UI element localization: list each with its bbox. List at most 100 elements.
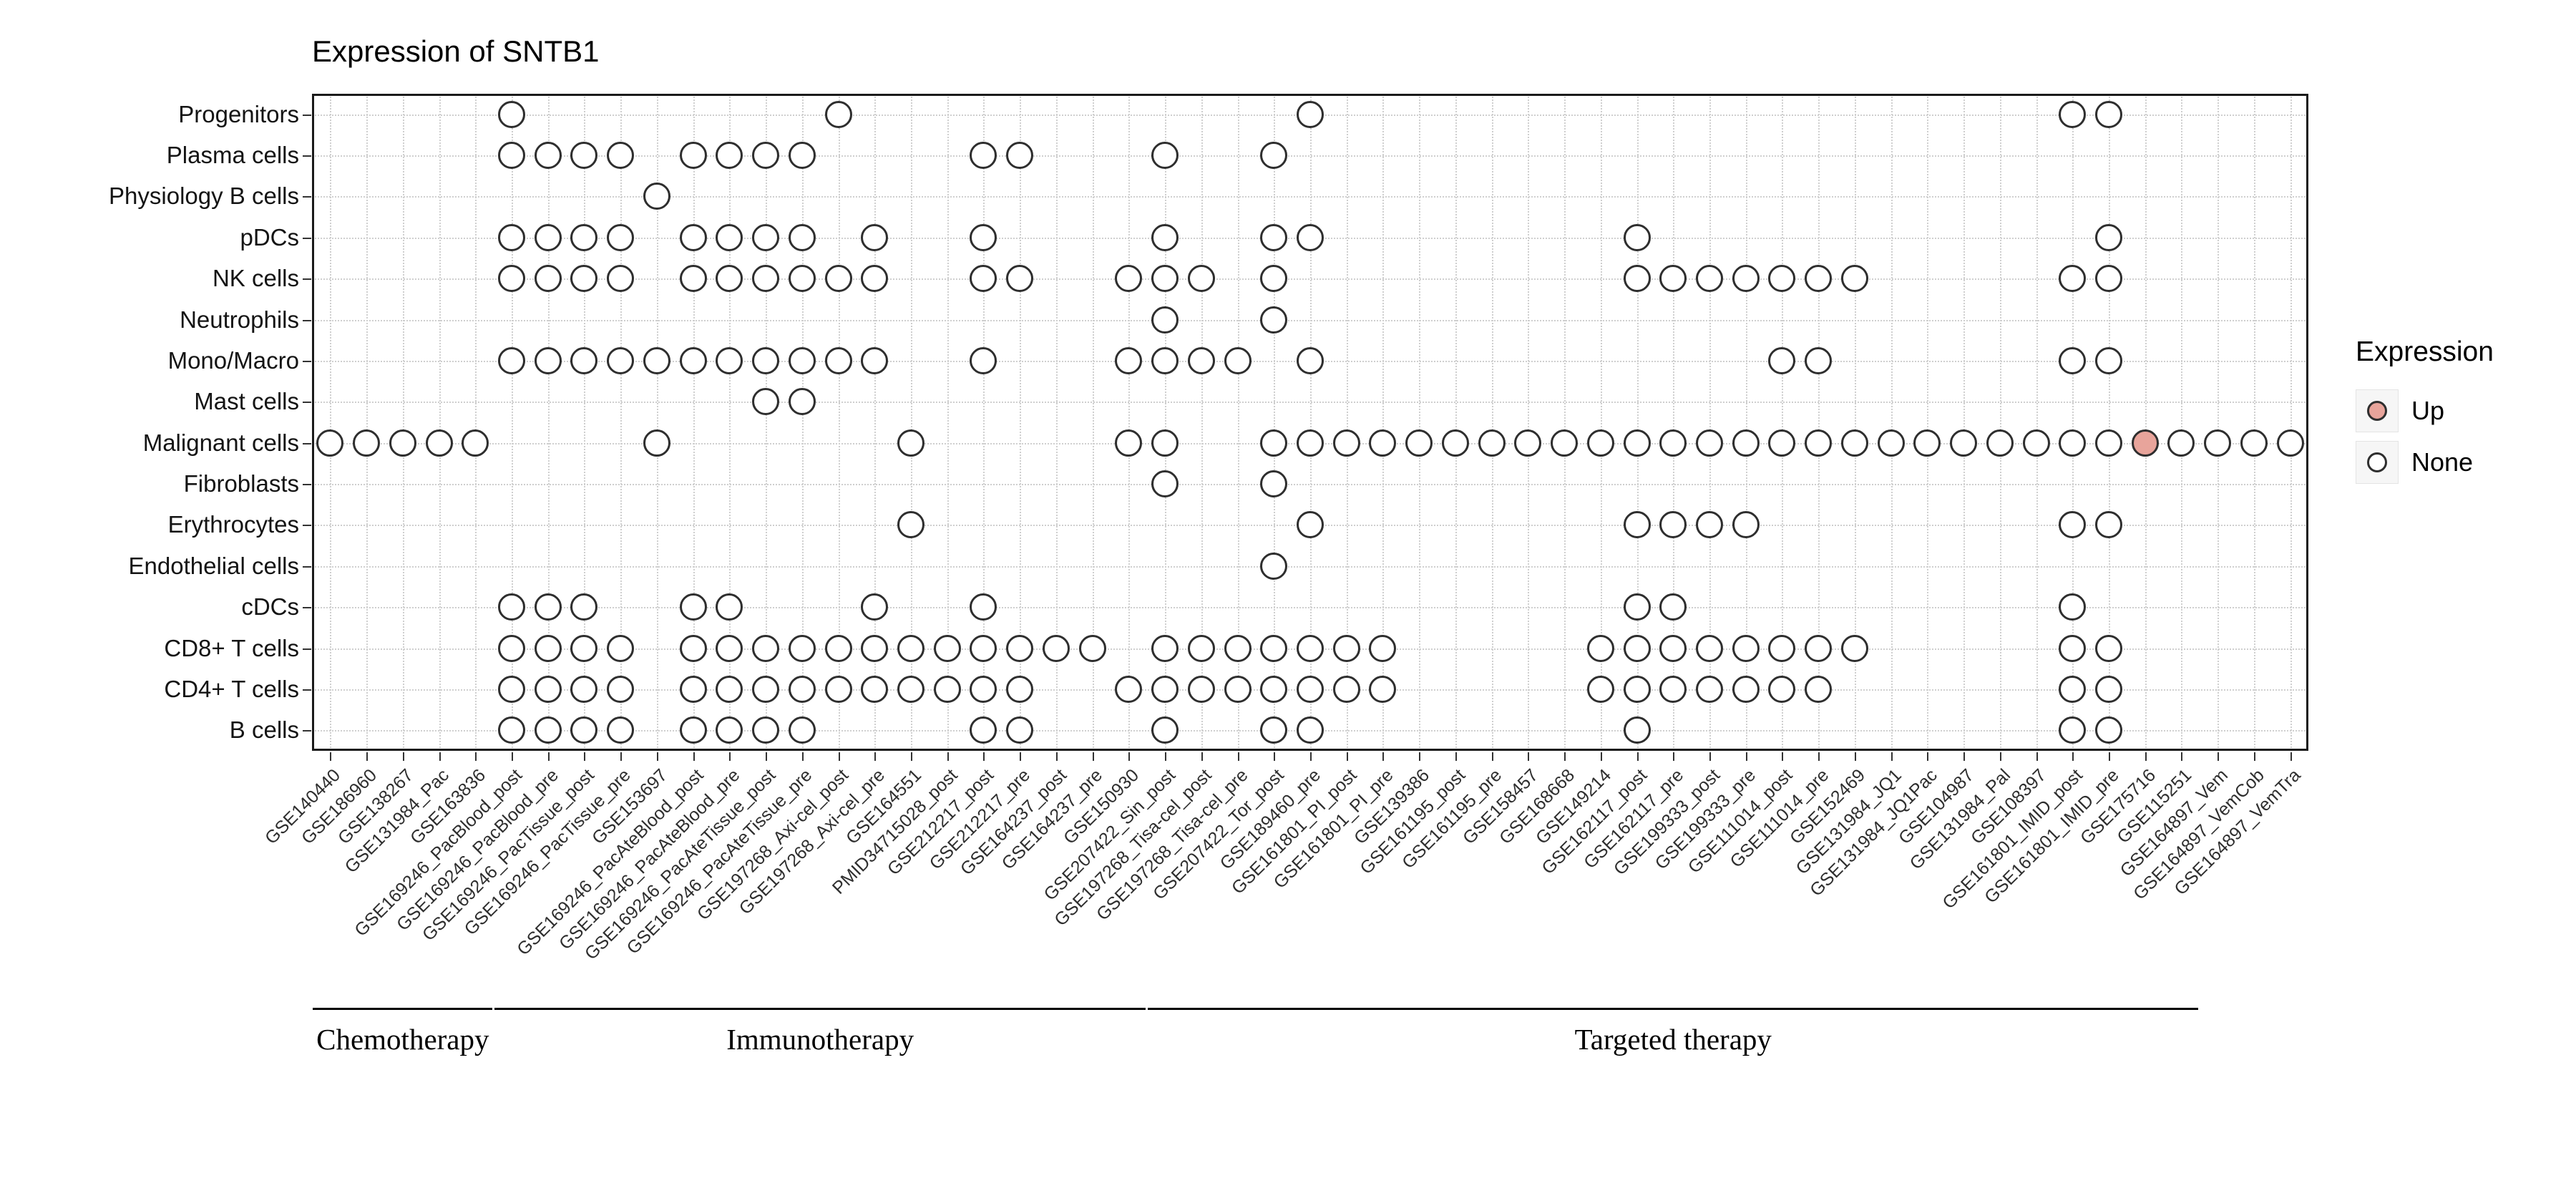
expression-dot-none bbox=[498, 265, 525, 293]
grid-line-vertical bbox=[2253, 94, 2255, 751]
expression-dot-none bbox=[2095, 634, 2122, 662]
expression-dot-none bbox=[679, 223, 707, 251]
expression-dot-none bbox=[788, 388, 816, 416]
x-axis-tick bbox=[766, 752, 768, 761]
x-axis-tick bbox=[1128, 752, 1131, 761]
expression-dot-none bbox=[1441, 429, 1469, 457]
expression-dot-none bbox=[1877, 429, 1905, 457]
expression-dot-none bbox=[2059, 429, 2087, 457]
expression-dot-none bbox=[1659, 634, 1687, 662]
grid-line-vertical bbox=[1673, 94, 1675, 751]
expression-dot-none bbox=[2095, 511, 2122, 539]
expression-dot-none bbox=[1696, 675, 1723, 703]
expression-dot-none bbox=[1659, 429, 1687, 457]
legend-key bbox=[2356, 441, 2399, 484]
expression-dot-none bbox=[716, 142, 743, 170]
y-axis-tick bbox=[303, 484, 311, 486]
grid-line-vertical bbox=[1455, 94, 1457, 751]
x-axis-tick bbox=[584, 752, 586, 761]
expression-dot-none bbox=[933, 675, 961, 703]
x-axis-tick bbox=[1600, 752, 1602, 761]
grid-line-vertical bbox=[366, 94, 369, 751]
expression-dot-none bbox=[1297, 346, 1324, 374]
expression-dot-none bbox=[1297, 511, 1324, 539]
y-axis-label: Progenitors bbox=[178, 100, 299, 127]
expression-dot-none bbox=[1623, 223, 1651, 251]
grid-line-vertical bbox=[512, 94, 513, 751]
grid-line-vertical bbox=[801, 94, 804, 751]
expression-dot-none bbox=[1514, 429, 1542, 457]
grid-line-vertical bbox=[475, 94, 477, 751]
grid-line-vertical bbox=[1346, 94, 1348, 751]
expression-dot-none bbox=[861, 634, 889, 662]
y-axis-label: Mast cells bbox=[194, 388, 299, 415]
expression-dot-none bbox=[970, 346, 997, 374]
expression-dot-none bbox=[970, 142, 997, 170]
expression-dot-none bbox=[1805, 634, 1833, 662]
none-dot-icon bbox=[2367, 452, 2387, 472]
expression-dot-none bbox=[2095, 346, 2122, 374]
therapy-group-line bbox=[1148, 1008, 2199, 1010]
expression-dot-none bbox=[1369, 634, 1397, 662]
grid-line-vertical bbox=[983, 94, 985, 751]
x-axis-tick bbox=[838, 752, 840, 761]
x-axis-tick bbox=[1310, 752, 1312, 761]
x-axis-tick bbox=[1055, 752, 1058, 761]
grid-line-horizontal bbox=[312, 607, 2308, 609]
expression-dot-none bbox=[933, 634, 961, 662]
expression-dot-none bbox=[1659, 511, 1687, 539]
expression-dot-none bbox=[570, 142, 598, 170]
grid-line-vertical bbox=[1818, 94, 1820, 751]
x-axis-tick bbox=[1963, 752, 1966, 761]
grid-line-vertical bbox=[1854, 94, 1856, 751]
expression-dot-none bbox=[607, 634, 635, 662]
expression-dot-none bbox=[1260, 552, 1288, 580]
expression-dot-none bbox=[897, 511, 924, 539]
x-axis-tick bbox=[1237, 752, 1239, 761]
expression-dot-none bbox=[1297, 100, 1324, 128]
grid-line-vertical bbox=[1055, 94, 1058, 751]
grid-line-vertical bbox=[1528, 94, 1530, 751]
expression-dot-none bbox=[570, 593, 598, 621]
expression-dot-none bbox=[1006, 675, 1034, 703]
expression-dot-none bbox=[534, 223, 562, 251]
grid-line-vertical bbox=[584, 94, 586, 751]
expression-dot-none bbox=[570, 675, 598, 703]
expression-dot-none bbox=[1297, 675, 1324, 703]
expression-dot-none bbox=[570, 265, 598, 293]
expression-dot-none bbox=[1006, 142, 1034, 170]
x-axis-tick bbox=[1818, 752, 1820, 761]
grid-line-vertical bbox=[1274, 94, 1276, 751]
x-axis-tick bbox=[1382, 752, 1385, 761]
grid-line-horizontal bbox=[312, 155, 2308, 157]
expression-dot-none bbox=[1768, 675, 1796, 703]
x-axis-tick bbox=[2109, 752, 2110, 761]
expression-dot-none bbox=[1187, 675, 1215, 703]
expression-dot-none bbox=[1805, 265, 1833, 293]
expression-dot-none bbox=[788, 265, 816, 293]
x-axis-tick bbox=[1274, 752, 1276, 761]
expression-dot-none bbox=[1224, 675, 1252, 703]
expression-dot-none bbox=[498, 634, 525, 662]
expression-dot-none bbox=[1151, 675, 1179, 703]
expression-dot-none bbox=[716, 634, 743, 662]
expression-dot-none bbox=[1659, 593, 1687, 621]
y-axis-label: CD4+ T cells bbox=[164, 675, 299, 702]
x-axis-tick bbox=[2290, 752, 2292, 761]
grid-line-vertical bbox=[1745, 94, 1747, 751]
expression-dot-none bbox=[970, 265, 997, 293]
expression-dot-none bbox=[1586, 429, 1614, 457]
grid-line-vertical bbox=[1092, 94, 1094, 751]
expression-dot-none bbox=[1840, 634, 1868, 662]
x-axis-tick bbox=[1854, 752, 1856, 761]
expression-dot-none bbox=[1623, 511, 1651, 539]
expression-dot-none bbox=[1187, 265, 1215, 293]
expression-dot-none bbox=[570, 346, 598, 374]
y-axis-label: cDCs bbox=[241, 593, 299, 621]
x-axis-tick bbox=[1092, 752, 1094, 761]
expression-dot-none bbox=[1332, 634, 1360, 662]
expression-dot-none bbox=[498, 223, 525, 251]
x-axis-tick bbox=[1890, 752, 1893, 761]
y-axis-tick bbox=[303, 607, 311, 609]
x-axis-tick bbox=[2072, 752, 2074, 761]
